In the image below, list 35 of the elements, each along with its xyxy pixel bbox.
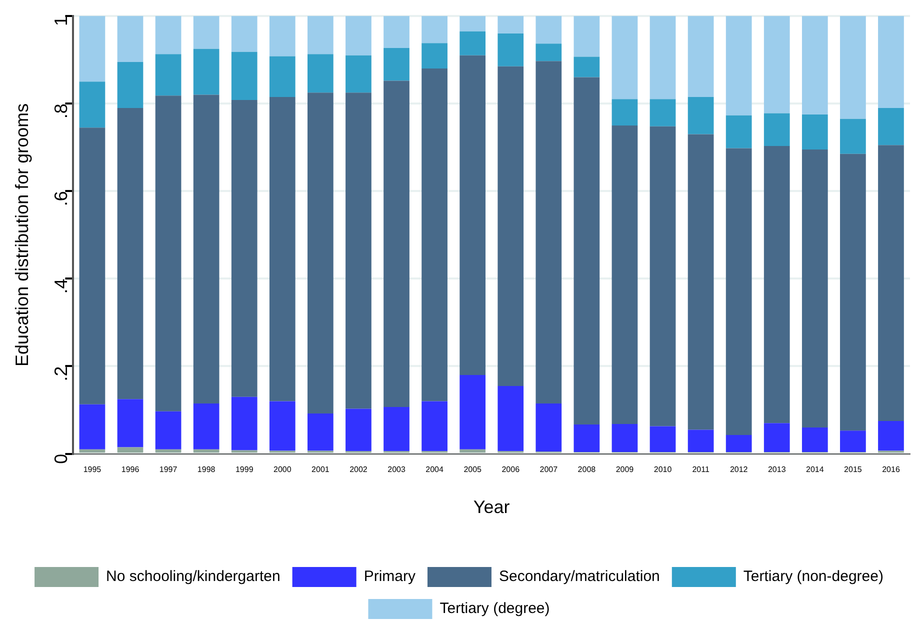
x-tick-label: 2016 xyxy=(882,464,900,474)
y-axis-title: Education distribution for grooms xyxy=(12,103,32,366)
x-tick-label: 1996 xyxy=(121,464,140,474)
legend-label: Primary xyxy=(364,568,416,586)
x-tick-label: 1999 xyxy=(235,464,254,474)
x-tick-label: 2009 xyxy=(616,464,634,474)
x-tick-label: 2007 xyxy=(540,464,558,474)
x-tick-label: 2010 xyxy=(654,464,672,474)
x-tick-label: 1997 xyxy=(159,464,178,474)
x-tick-label: 2013 xyxy=(768,464,786,474)
y-tick-label: .2 xyxy=(51,366,72,382)
y-tick-label: .6 xyxy=(51,191,72,206)
y-tick-label: 0 xyxy=(51,454,72,464)
legend-label: Tertiary (non-degree) xyxy=(743,568,884,586)
x-tick-label: 1998 xyxy=(197,464,216,474)
x-tick-label: 2004 xyxy=(426,464,444,474)
x-tick-label: 2014 xyxy=(806,464,824,474)
x-axis-title: Year xyxy=(473,497,510,518)
x-tick-label: 2000 xyxy=(274,464,292,474)
y-tick-label: .8 xyxy=(51,104,72,119)
legend-label: Tertiary (degree) xyxy=(440,600,550,618)
x-tick-label: 2001 xyxy=(312,464,330,474)
x-tick-label: 1995 xyxy=(83,464,102,474)
x-tick-label: 2005 xyxy=(464,464,482,474)
x-tick-label: 2011 xyxy=(692,464,710,474)
legend-label: Secondary/matriculation xyxy=(498,568,660,586)
x-tick-label: 2015 xyxy=(844,464,862,474)
x-tick-label: 2008 xyxy=(578,464,596,474)
legend-label: No schooling/kindergarten xyxy=(106,568,280,586)
y-tick-label: 1 xyxy=(51,16,72,26)
x-tick-label: 2002 xyxy=(350,464,368,474)
y-tick-label: .4 xyxy=(51,278,72,294)
x-tick-label: 2012 xyxy=(730,464,748,474)
x-tick-label: 2006 xyxy=(502,464,520,474)
x-tick-label: 2003 xyxy=(388,464,406,474)
